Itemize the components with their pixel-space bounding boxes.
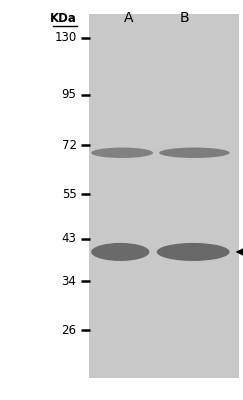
Text: 55: 55	[62, 188, 77, 200]
Text: 130: 130	[54, 31, 77, 44]
Text: 43: 43	[62, 232, 77, 245]
Text: 26: 26	[61, 324, 77, 337]
Bar	[89, 14, 239, 378]
Ellipse shape	[91, 148, 153, 158]
Text: 72: 72	[61, 138, 77, 152]
Ellipse shape	[157, 243, 230, 261]
Text: A: A	[124, 11, 134, 25]
Text: 95: 95	[62, 88, 77, 101]
Text: KDa: KDa	[50, 12, 77, 25]
Text: 34: 34	[62, 275, 77, 288]
Ellipse shape	[159, 148, 230, 158]
Text: B: B	[180, 11, 190, 25]
Ellipse shape	[91, 243, 149, 261]
